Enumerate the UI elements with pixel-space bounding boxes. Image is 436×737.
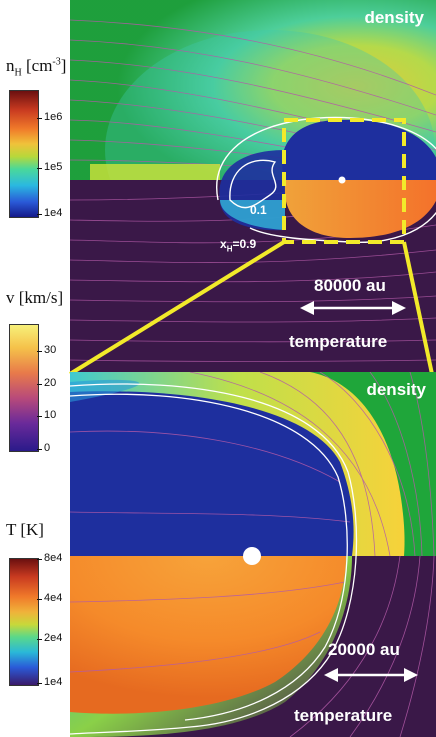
scale-arrow-bottom (324, 668, 418, 682)
cavity-temperature-zoom (70, 556, 346, 714)
bottom-panel-map (70, 372, 436, 737)
cavity-temperature (284, 180, 436, 238)
colorbar-velocity-title: v [km/s] (6, 288, 64, 307)
zoom-connector-right (402, 241, 434, 375)
cavity-lobe-edge (220, 200, 285, 230)
bottom-panel: density temperature 20000 au (70, 372, 436, 737)
colorbar-density-tick: 1e6 (44, 111, 63, 123)
scale-arrow-top (300, 301, 406, 315)
colorbar-temperature-tickmark (37, 559, 42, 560)
star-marker (338, 176, 346, 184)
colorbar-velocity-tick: 10 (44, 409, 57, 421)
colorbar-temperature-tick: 4e4 (44, 592, 63, 604)
colorbar-temperature-tickmark (37, 639, 42, 640)
label-temperature-bottom: temperature (294, 706, 393, 725)
colorbar-velocity-tickmark (37, 449, 42, 450)
cavity-density-zoom (70, 391, 354, 556)
colorbar-density-bar (9, 90, 39, 218)
colorbar-density-title: nH [cm-3] (6, 56, 67, 79)
colorbar-temperature-tickmark (37, 599, 42, 600)
colorbar-temperature-tick: 1e4 (44, 676, 63, 688)
colorbar-temperature-tickmark (37, 683, 42, 684)
label-density-top: density (364, 8, 424, 27)
colorbar-temperature-title: T [K] (6, 520, 44, 539)
cavity-density (282, 119, 436, 180)
zoom-box (282, 118, 406, 244)
colorbar-density-tick: 1e5 (44, 161, 63, 173)
star-marker-zoom (243, 547, 261, 565)
top-panel: density temperature 80000 au 0.1 xH=0.9 (70, 0, 436, 372)
colorbar-velocity-tickmark (37, 351, 42, 352)
label-density-bottom: density (366, 380, 426, 399)
colorbar-velocity-tick: 30 (44, 344, 57, 356)
scale-label-top: 80000 au (314, 276, 386, 295)
label-temperature-top: temperature (289, 332, 388, 351)
colorbar-velocity-tick: 20 (44, 377, 57, 389)
colorbar-density-tick: 1e4 (44, 207, 63, 219)
colorbar-density-tickmark (37, 214, 42, 215)
colorbar-velocity-tick: 0 (44, 442, 51, 454)
scale-label-bottom: 20000 au (328, 640, 400, 659)
zoom-connector-left (68, 240, 286, 376)
colorbar-velocity-bar (9, 324, 39, 452)
contour-label-xh: xH=0.9 (220, 237, 257, 254)
streamlines-zoom (70, 372, 435, 737)
colorbar-temperature-tick: 2e4 (44, 632, 63, 644)
colorbar-temperature-tick: 8e4 (44, 552, 63, 564)
colorbar-velocity-tickmark (37, 416, 42, 417)
contour-label-0-1: 0.1 (250, 203, 267, 217)
colorbar-density-tickmark (37, 168, 42, 169)
yellow-wake-stripe (90, 164, 220, 180)
colorbar-density-tickmark (37, 118, 42, 119)
ionization-contours-zoom (70, 383, 358, 735)
colorbar-velocity-tickmark (37, 384, 42, 385)
colorbar-temperature-bar (9, 558, 39, 686)
top-panel-map (70, 0, 436, 372)
